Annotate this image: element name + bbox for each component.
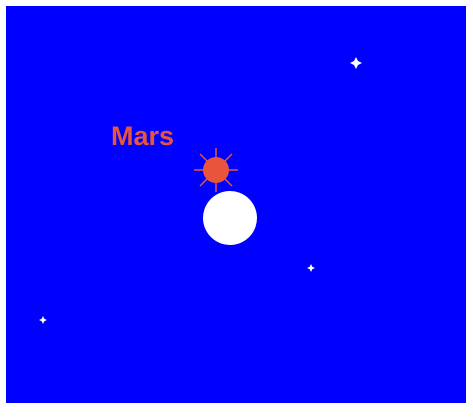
- mars-symbol: [194, 148, 238, 192]
- mars-label: Mars: [111, 121, 174, 151]
- sky-view: Mars: [0, 0, 473, 418]
